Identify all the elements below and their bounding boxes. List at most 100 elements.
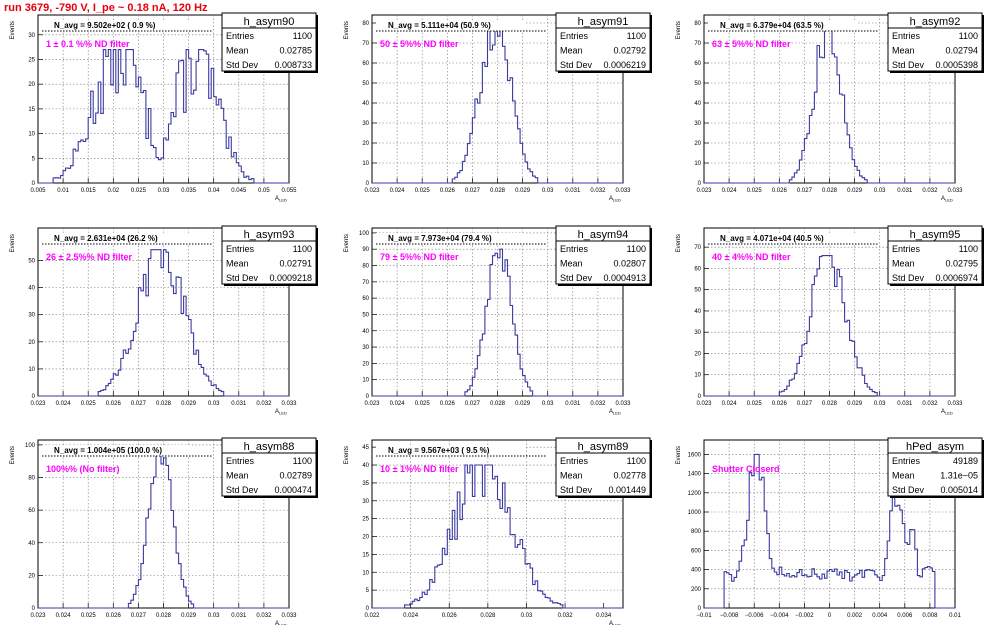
stats-key: Std Dev [226, 60, 259, 70]
y-tick-label: 10 [694, 161, 701, 167]
y-tick-label: 60 [694, 61, 701, 67]
x-tick-label: 0.031 [565, 188, 581, 194]
x-tick-label: 0.033 [615, 188, 631, 194]
x-tick-label: 0.027 [797, 188, 813, 194]
stats-value: 49189 [953, 456, 978, 466]
x-tick-label: 0.023 [696, 188, 712, 194]
x-tick-label: 0.01 [949, 613, 961, 619]
stats-value: 1100 [627, 31, 646, 41]
y-tick-label: 1400 [688, 472, 702, 478]
stats-box [887, 225, 983, 285]
x-tick-label: 0.026 [772, 401, 788, 407]
stats-value: 0.0009218 [269, 273, 312, 283]
y-tick-label: 0 [698, 181, 702, 187]
y-axis-label: Events [344, 446, 350, 464]
stats-key: Entries [892, 244, 921, 254]
y-tick-label: 30 [362, 121, 369, 127]
histogram-line [38, 249, 289, 397]
x-tick-label: 0.02 [107, 188, 119, 194]
stats-value: 1100 [293, 244, 312, 254]
stats-value: 1.31e−05 [940, 471, 978, 481]
x-tick-label: 0.031 [231, 401, 247, 407]
stats-key: Mean [560, 259, 583, 269]
filter-note: 50 ± 5%% ND filter [380, 39, 459, 49]
stats-key: Std Dev [560, 273, 593, 283]
y-axis-label: Events [10, 446, 16, 464]
histogram-name: h_asym92 [910, 16, 961, 28]
x-tick-label: 0.028 [480, 613, 496, 619]
y-tick-label: 50 [694, 81, 701, 87]
y-axis-label: Events [676, 234, 682, 252]
y-tick-label: 30 [694, 330, 701, 336]
x-tick-label: 0.024 [390, 401, 406, 407]
stats-key: Mean [226, 46, 249, 56]
x-tick-label: 0.028 [490, 401, 506, 407]
x-tick-label: 0.032 [558, 613, 574, 619]
stats-box [887, 437, 983, 497]
y-tick-label: 40 [362, 101, 369, 107]
x-tick-label: 0.032 [922, 401, 938, 407]
x-tick-label: 0.03 [521, 613, 533, 619]
y-axis-label: Events [344, 21, 350, 39]
histogram-panel-h_asym95: 0.023 0.024 0.025 0.026 0.027 0.028 0.029 0.03 0… [676, 225, 984, 416]
x-tick-label: 0.023 [364, 401, 380, 407]
stats-key: Mean [560, 471, 583, 481]
y-tick-label: 20 [28, 82, 35, 88]
navg-box [42, 233, 192, 244]
stats-key: Mean [226, 471, 249, 481]
x-tick-label: 0.027 [465, 401, 481, 407]
stats-value: 0.008733 [274, 60, 312, 70]
filter-note: 79 ± 5%% ND filter [380, 252, 459, 262]
x-tick-label: 0.045 [231, 188, 247, 194]
histogram-panel-h_asym91: 0.023 0.024 0.025 0.026 0.027 0.028 0.029 0.03 0… [344, 12, 652, 203]
histogram-name: h_asym91 [578, 16, 629, 28]
y-tick-label: 45 [362, 445, 369, 451]
stats-key: Entries [560, 31, 589, 41]
y-tick-label: 40 [694, 101, 701, 107]
y-tick-label: 20 [362, 535, 369, 541]
navg-box [376, 233, 526, 244]
y-tick-label: 0 [698, 606, 702, 612]
navg-box [376, 20, 526, 31]
x-tick-label: 0.025 [81, 613, 97, 619]
x-tick-label: −0.01 [696, 613, 712, 619]
x-tick-label: 0.026 [440, 188, 456, 194]
y-tick-label: 70 [694, 41, 701, 47]
x-axis-label: ALED [941, 196, 953, 203]
y-axis-label: Events [10, 234, 16, 252]
stats-key: Entries [226, 244, 255, 254]
y-tick-label: 40 [694, 309, 701, 315]
y-tick-label: 30 [28, 33, 35, 39]
stats-key: Mean [560, 46, 583, 56]
y-tick-label: 70 [694, 245, 701, 251]
navg-label: N_avg = 9.567e+03 ( 9.5 %) [388, 446, 490, 455]
y-tick-label: 15 [362, 552, 369, 558]
histogram-panel-h_asym94: 0.023 0.024 0.025 0.026 0.027 0.028 0.029 0.03 0… [344, 225, 652, 416]
y-tick-label: 5 [32, 156, 36, 162]
histogram-line [38, 49, 289, 184]
y-axis-label: Events [676, 446, 682, 464]
histogram-panel-h_asym90: 0.005 0.01 0.015 0.02 0.025 0.03 0.035 0.04 0.04… [10, 12, 318, 203]
navg-box [376, 445, 526, 456]
stats-box [221, 225, 317, 285]
x-tick-label: 0.026 [442, 613, 458, 619]
x-axis-label: ALED [609, 196, 621, 203]
stats-value: 0.0006219 [603, 60, 646, 70]
stats-value: 0.001449 [608, 485, 646, 495]
x-tick-label: 0.023 [30, 613, 46, 619]
y-tick-label: 35 [362, 481, 369, 487]
x-tick-label: 0.029 [515, 401, 531, 407]
x-tick-label: 0.033 [947, 401, 963, 407]
x-tick-label: 0.034 [596, 613, 612, 619]
filter-note: 40 ± 4%% ND filter [712, 252, 791, 262]
y-tick-label: 30 [694, 121, 701, 127]
y-tick-label: 20 [694, 141, 701, 147]
x-tick-label: 0.03 [208, 401, 220, 407]
y-tick-label: 0 [32, 394, 36, 400]
navg-label: N_avg = 7.973e+04 (79.4 %) [388, 234, 492, 243]
y-tick-label: 40 [28, 541, 35, 547]
stats-value: 0.005014 [940, 485, 978, 495]
x-axis-label: ALED [609, 409, 621, 416]
y-tick-label: 80 [362, 264, 369, 270]
